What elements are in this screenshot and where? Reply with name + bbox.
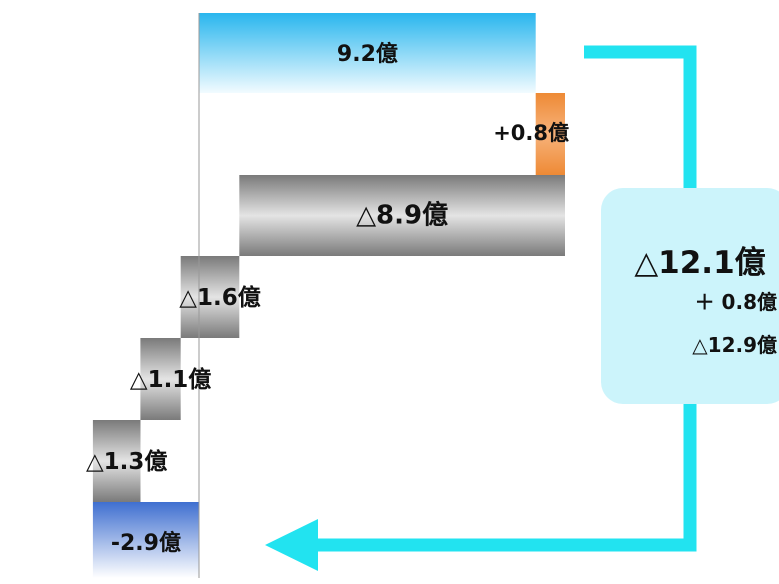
- bar-decrease-2: [239, 175, 566, 256]
- bar-label-0: 9.2億: [337, 41, 398, 67]
- bar-label-2: △8.9億: [356, 201, 448, 231]
- summary-total: △12.1億: [634, 245, 765, 281]
- bar-increase-1: [535, 93, 565, 175]
- bar-decrease-3: [180, 256, 240, 338]
- bars: [92, 13, 566, 578]
- flow-arrow-head: [265, 519, 318, 571]
- bar-end-6: [92, 502, 199, 578]
- bar-label-5: △1.3億: [86, 448, 167, 475]
- summary-box: △12.1億 ＋ 0.8億 △12.9億: [601, 188, 779, 404]
- summary-box-background: [601, 188, 779, 404]
- bar-decrease-5: [92, 420, 141, 502]
- summary-line-1: ＋ 0.8億: [695, 290, 777, 314]
- bar-label-3: △1.6億: [179, 284, 260, 311]
- bar-label-4: △1.1億: [130, 366, 211, 393]
- bar-decrease-4: [140, 338, 181, 420]
- bar-start-0: [199, 13, 536, 93]
- bar-labels: 9.2億 +0.8億 △8.9億 △1.6億 △1.1億 △1.3億 -2.9億: [86, 41, 569, 556]
- summary-line-2: △12.9億: [692, 333, 777, 357]
- bar-label-1: +0.8億: [493, 121, 569, 145]
- bar-label-6: -2.9億: [111, 530, 181, 556]
